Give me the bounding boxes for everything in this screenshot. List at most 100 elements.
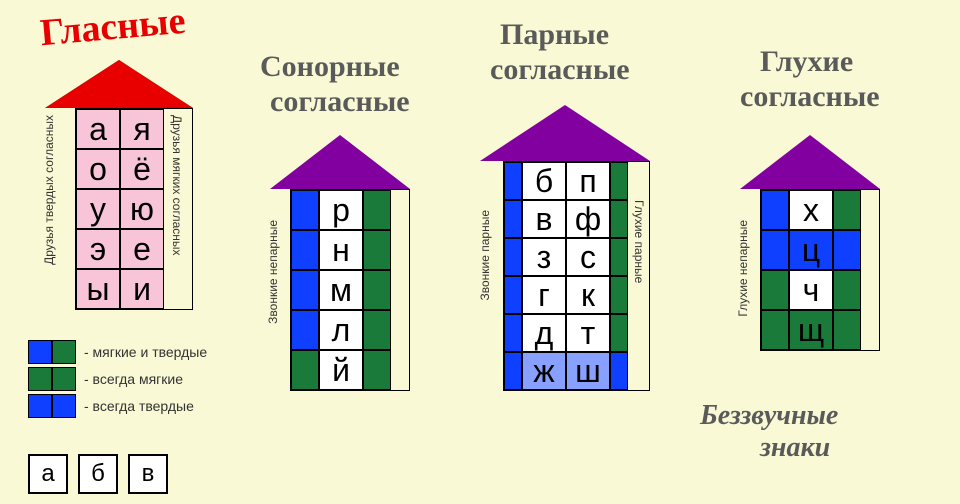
blank-cell xyxy=(291,270,319,310)
house-paired: бпвфзсгкдтжш xyxy=(495,105,650,391)
letter-cell-д: д xyxy=(522,314,566,352)
legend-swatch-box xyxy=(52,367,76,391)
letter-cell-и: и xyxy=(120,269,164,309)
legend-swatch-box xyxy=(28,340,52,364)
legend-swatch-box xyxy=(52,394,76,418)
letter-cell-а: а xyxy=(76,109,120,149)
house-voiceless: хцчщ xyxy=(755,135,880,351)
roof-vowels xyxy=(45,60,193,108)
letter-cell-у: у xyxy=(76,189,120,229)
title-silent-1: Беззвучные xyxy=(700,400,838,432)
blank-cell xyxy=(833,270,861,310)
blank-cell xyxy=(610,352,628,390)
legend-text: - всегда мягкие xyxy=(84,371,183,387)
letter-cell-ч: ч xyxy=(789,270,833,310)
letter-cell-р: р xyxy=(319,190,363,230)
grid-voiceless: хцчщ xyxy=(760,189,880,351)
letter-cell-щ: щ xyxy=(789,310,833,350)
blank-cell xyxy=(610,162,628,200)
side-label-voiceless-unpaired: Глухие непарные xyxy=(736,220,750,317)
blank-cell xyxy=(610,276,628,314)
blank-cell xyxy=(761,310,789,350)
roof-voiceless xyxy=(740,135,880,189)
legend-swatch-box xyxy=(28,367,52,391)
blank-cell xyxy=(833,230,861,270)
bottom-letter-б: б xyxy=(78,454,118,494)
letter-cell-й: й xyxy=(319,350,363,390)
blank-cell xyxy=(761,230,789,270)
letter-cell-к: к xyxy=(566,276,610,314)
bottom-letter-boxes: абв xyxy=(28,454,168,494)
letter-cell-т: т xyxy=(566,314,610,352)
bottom-letter-в: в xyxy=(128,454,168,494)
letter-cell-н: н xyxy=(319,230,363,270)
blank-cell xyxy=(610,314,628,352)
letter-cell-ы: ы xyxy=(76,269,120,309)
blank-cell xyxy=(504,238,522,276)
letter-cell-г: г xyxy=(522,276,566,314)
title-paired-2: согласные xyxy=(490,53,630,87)
bottom-letter-а: а xyxy=(28,454,68,494)
legend-swatch-box xyxy=(52,340,76,364)
letter-cell-п: п xyxy=(566,162,610,200)
legend-row: - мягкие и твердые xyxy=(28,340,207,364)
side-label-soft-friends: Друзья мягких согласных xyxy=(170,115,184,256)
legend-swatch-box xyxy=(28,394,52,418)
legend-row: - всегда твердые xyxy=(28,394,207,418)
blank-cell xyxy=(504,352,522,390)
side-label-voiceless-paired: Глухие парные xyxy=(632,200,646,283)
blank-cell xyxy=(363,310,391,350)
letter-cell-е: е xyxy=(120,229,164,269)
title-sonorant-2: согласные xyxy=(270,85,410,119)
blank-cell xyxy=(504,162,522,200)
side-label-hard-friends: Друзья твердых согласных xyxy=(42,115,56,265)
letter-cell-х: х xyxy=(789,190,833,230)
blank-cell xyxy=(291,230,319,270)
blank-cell xyxy=(291,190,319,230)
title-voiceless-2: согласные xyxy=(740,80,880,114)
roof-paired xyxy=(480,105,650,161)
legend-row: - всегда мягкие xyxy=(28,367,207,391)
house-sonorant: рнмлй xyxy=(285,135,410,391)
letter-cell-я: я xyxy=(120,109,164,149)
title-paired-1: Парные xyxy=(500,18,609,52)
legend: - мягкие и твердые - всегда мягкие - всегд… xyxy=(28,340,207,421)
blank-cell xyxy=(610,200,628,238)
legend-text: - мягкие и твердые xyxy=(84,344,207,360)
letter-cell-ш: ш xyxy=(566,352,610,390)
blank-cell xyxy=(833,310,861,350)
blank-cell xyxy=(504,276,522,314)
legend-text: - всегда твердые xyxy=(84,398,194,414)
letter-cell-б: б xyxy=(522,162,566,200)
letter-cell-л: л xyxy=(319,310,363,350)
blank-cell xyxy=(363,230,391,270)
blank-cell xyxy=(504,200,522,238)
blank-cell xyxy=(291,310,319,350)
title-silent-2: знаки xyxy=(760,432,830,464)
grid-paired: бпвфзсгкдтжш xyxy=(503,161,650,391)
letter-cell-в: в xyxy=(522,200,566,238)
grid-sonorant: рнмлй xyxy=(290,189,410,391)
blank-cell xyxy=(833,190,861,230)
side-label-voiced-unpaired: Звонкие непарные xyxy=(266,220,280,324)
letter-cell-ж: ж xyxy=(522,352,566,390)
letter-cell-з: з xyxy=(522,238,566,276)
roof-sonorant xyxy=(270,135,410,189)
side-label-voiced-paired: Звонкие парные xyxy=(478,210,492,301)
blank-cell xyxy=(363,190,391,230)
blank-cell xyxy=(610,238,628,276)
letter-cell-о: о xyxy=(76,149,120,189)
title-voiceless-1: Глухие xyxy=(760,45,853,79)
letter-cell-э: э xyxy=(76,229,120,269)
blank-cell xyxy=(363,350,391,390)
letter-cell-ф: ф xyxy=(566,200,610,238)
letter-cell-ю: ю xyxy=(120,189,164,229)
letter-cell-с: с xyxy=(566,238,610,276)
title-vowels: Гласные xyxy=(38,0,187,55)
title-sonorant-1: Сонорные xyxy=(260,50,400,84)
blank-cell xyxy=(761,270,789,310)
blank-cell xyxy=(761,190,789,230)
blank-cell xyxy=(363,270,391,310)
blank-cell xyxy=(504,314,522,352)
letter-cell-ц: ц xyxy=(789,230,833,270)
